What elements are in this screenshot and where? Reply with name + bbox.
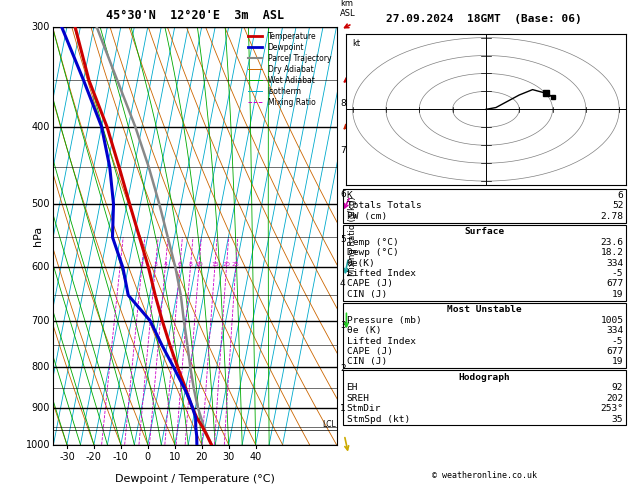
- Text: Totals Totals: Totals Totals: [347, 201, 421, 210]
- Text: 0: 0: [145, 452, 151, 462]
- Text: 45°30'N  12°20'E  3m  ASL: 45°30'N 12°20'E 3m ASL: [106, 9, 284, 22]
- Text: 10: 10: [169, 452, 181, 462]
- Legend: Temperature, Dewpoint, Parcel Trajectory, Dry Adiabat, Wet Adiabat, Isotherm, Mi: Temperature, Dewpoint, Parcel Trajectory…: [247, 31, 333, 108]
- Text: -10: -10: [113, 452, 129, 462]
- Text: 2: 2: [140, 262, 144, 267]
- Text: Dewp (°C): Dewp (°C): [347, 248, 398, 257]
- Text: 19: 19: [612, 358, 623, 366]
- Text: StmSpd (kt): StmSpd (kt): [347, 415, 410, 424]
- Text: 3: 3: [340, 321, 346, 330]
- Text: 30: 30: [223, 452, 235, 462]
- Text: PW (cm): PW (cm): [347, 212, 387, 221]
- Text: θe (K): θe (K): [347, 326, 381, 335]
- Text: 27.09.2024  18GMT  (Base: 06): 27.09.2024 18GMT (Base: 06): [386, 14, 582, 24]
- Text: 35: 35: [612, 415, 623, 424]
- Text: 334: 334: [606, 259, 623, 268]
- Text: km
ASL: km ASL: [340, 0, 355, 18]
- Text: 18.2: 18.2: [600, 248, 623, 257]
- Text: 8: 8: [340, 99, 346, 108]
- Text: 400: 400: [31, 122, 50, 132]
- Text: 6: 6: [340, 191, 346, 199]
- Text: LCL: LCL: [322, 419, 336, 429]
- Text: -5: -5: [612, 337, 623, 346]
- Text: 900: 900: [31, 403, 50, 413]
- Text: 4: 4: [164, 262, 167, 267]
- Text: -30: -30: [59, 452, 75, 462]
- Text: Temp (°C): Temp (°C): [347, 238, 398, 247]
- Text: 6: 6: [618, 191, 623, 200]
- Text: kt: kt: [353, 39, 361, 49]
- Text: 4: 4: [340, 278, 345, 288]
- Text: 677: 677: [606, 347, 623, 356]
- Text: 300: 300: [31, 22, 50, 32]
- Text: 19: 19: [612, 290, 623, 299]
- Text: SREH: SREH: [347, 394, 370, 403]
- Text: Most Unstable: Most Unstable: [447, 305, 521, 314]
- Text: Dewpoint / Temperature (°C): Dewpoint / Temperature (°C): [115, 474, 275, 484]
- Text: 677: 677: [606, 279, 623, 289]
- Text: 20: 20: [223, 262, 230, 267]
- Text: 23.6: 23.6: [600, 238, 623, 247]
- Text: CAPE (J): CAPE (J): [347, 347, 392, 356]
- Text: Pressure (mb): Pressure (mb): [347, 316, 421, 325]
- Text: 1005: 1005: [600, 316, 623, 325]
- Text: 1000: 1000: [26, 440, 50, 450]
- Text: 52: 52: [612, 201, 623, 210]
- Text: © weatheronline.co.uk: © weatheronline.co.uk: [432, 471, 537, 480]
- Text: 8: 8: [189, 262, 192, 267]
- Text: Lifted Index: Lifted Index: [347, 269, 416, 278]
- Text: 7: 7: [340, 146, 346, 155]
- Text: 25: 25: [231, 262, 240, 267]
- Text: CAPE (J): CAPE (J): [347, 279, 392, 289]
- Text: 10: 10: [195, 262, 203, 267]
- Text: 253°: 253°: [600, 404, 623, 413]
- Text: 800: 800: [31, 362, 50, 372]
- Text: 5: 5: [340, 235, 346, 244]
- Text: CIN (J): CIN (J): [347, 358, 387, 366]
- Text: 6: 6: [178, 262, 182, 267]
- Text: K: K: [347, 191, 352, 200]
- Text: Lifted Index: Lifted Index: [347, 337, 416, 346]
- Text: 1: 1: [118, 262, 122, 267]
- Text: 1: 1: [340, 403, 346, 413]
- Text: 20: 20: [196, 452, 208, 462]
- Text: EH: EH: [347, 383, 358, 392]
- Text: 2.78: 2.78: [600, 212, 623, 221]
- Text: 500: 500: [31, 199, 50, 209]
- Text: 700: 700: [31, 316, 50, 326]
- Text: -20: -20: [86, 452, 102, 462]
- Text: hPa: hPa: [33, 226, 43, 246]
- Text: 3: 3: [153, 262, 157, 267]
- Text: 202: 202: [606, 394, 623, 403]
- Text: 92: 92: [612, 383, 623, 392]
- Text: -5: -5: [612, 269, 623, 278]
- Text: StmDir: StmDir: [347, 404, 381, 413]
- Text: CIN (J): CIN (J): [347, 290, 387, 299]
- Text: 600: 600: [31, 262, 50, 272]
- Text: 40: 40: [250, 452, 262, 462]
- Text: Mixing Ratio (g/kg): Mixing Ratio (g/kg): [348, 196, 357, 276]
- Text: θe(K): θe(K): [347, 259, 376, 268]
- Text: 2: 2: [340, 364, 345, 373]
- Text: 334: 334: [606, 326, 623, 335]
- Text: Hodograph: Hodograph: [459, 373, 510, 382]
- Text: 15: 15: [211, 262, 219, 267]
- Text: Surface: Surface: [464, 227, 504, 236]
